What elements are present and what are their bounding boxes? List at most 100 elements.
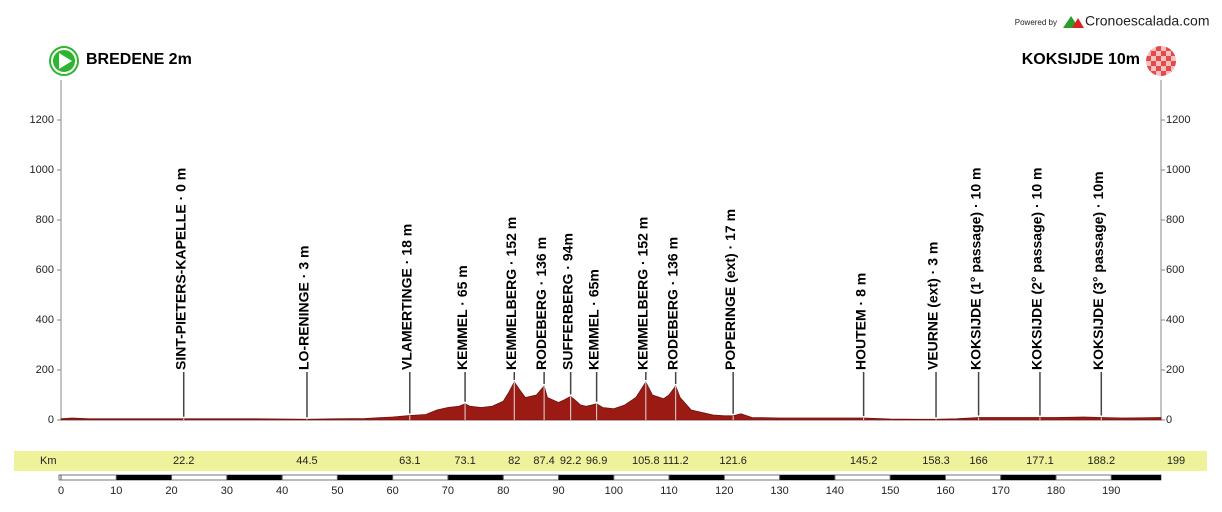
x-tick-label: 0	[58, 485, 64, 497]
checker-cell	[1151, 56, 1156, 61]
checker-cell	[1151, 51, 1156, 56]
waypoint-label: KEMMEL · 65 m	[454, 265, 470, 370]
powered-by: Powered by	[1015, 18, 1057, 27]
waypoint-label: LO-RENINGE · 3 m	[296, 246, 312, 370]
scale-segment	[779, 475, 835, 480]
x-tick-label: 170	[992, 485, 1010, 497]
checker-cell	[1146, 46, 1151, 51]
checker-cell	[1156, 61, 1161, 66]
x-tick-label: 180	[1047, 485, 1065, 497]
y-tick-label: 600	[1166, 264, 1184, 276]
scale-segment	[226, 475, 283, 480]
km-value: 166	[969, 455, 987, 467]
checker-cell	[1161, 61, 1166, 66]
checker-cell	[1161, 56, 1166, 61]
y-tick-label: 1000	[1166, 164, 1190, 176]
km-label: Km	[40, 455, 57, 467]
waypoint-label: SINT-PIETERS-KAPELLE · 0 m	[172, 168, 188, 370]
waypoint-label: HOUTEM · 8 m	[852, 273, 868, 370]
km-value: 44.5	[296, 455, 317, 467]
waypoint-label: KOKSIJDE (3° passage) · 10m	[1090, 171, 1106, 370]
checker-cell	[1161, 46, 1166, 51]
x-tick-label: 50	[331, 485, 343, 497]
checker-cell	[1161, 71, 1166, 76]
scale-segment	[890, 475, 946, 480]
checker-cell	[1171, 51, 1176, 56]
km-value: 177.1	[1026, 455, 1054, 467]
checker-cell	[1166, 71, 1171, 76]
km-value: 82	[508, 455, 520, 467]
x-tick-label: 80	[497, 485, 509, 497]
checker-cell	[1151, 66, 1156, 71]
x-tick-label: 110	[660, 485, 678, 497]
y-tick-label: 1200	[30, 114, 54, 126]
y-tick-label: 1200	[1166, 114, 1190, 126]
waypoint-label: RODEBERG · 136 m	[664, 237, 680, 370]
x-tick-label: 30	[221, 485, 233, 497]
y-tick-label: 0	[48, 414, 54, 426]
start-icon	[49, 46, 79, 76]
x-tick-label: 40	[276, 485, 288, 497]
y-tick-label: 0	[1166, 414, 1172, 426]
x-tick-label: 140	[826, 485, 844, 497]
x-tick-label: 160	[936, 485, 954, 497]
km-value: 158.3	[922, 455, 950, 467]
km-value: 92.2	[560, 455, 581, 467]
checker-cell	[1166, 66, 1171, 71]
km-value: 105.8	[632, 455, 660, 467]
waypoint-label: KOKSIJDE (1° passage) · 10 m	[967, 168, 983, 370]
x-tick-label: 150	[881, 485, 899, 497]
x-tick-label: 100	[605, 485, 623, 497]
y-tick-label: 800	[36, 214, 54, 226]
km-value: 199	[1167, 455, 1185, 467]
x-tick-label: 190	[1102, 485, 1120, 497]
waypoint-label: KEMMELBERG · 152 m	[503, 217, 519, 370]
checker-cell	[1146, 61, 1151, 66]
checker-cell	[1151, 71, 1156, 76]
finish-label: KOKSIJDE 10m	[1022, 51, 1140, 68]
km-value: 87.4	[533, 455, 554, 467]
finish-icon	[1146, 46, 1176, 76]
y-tick-label: 800	[1166, 214, 1184, 226]
scale-segment	[669, 475, 725, 480]
checker-cell	[1146, 51, 1151, 56]
y-tick-label: 600	[36, 264, 54, 276]
checker-cell	[1171, 46, 1176, 51]
waypoint-label: KOKSIJDE (2° passage) · 10 m	[1029, 168, 1045, 370]
checker-cell	[1156, 56, 1161, 61]
scale-segment	[337, 475, 393, 480]
km-value: 22.2	[173, 455, 194, 467]
y-tick-label: 200	[1166, 364, 1184, 376]
km-value: 73.1	[454, 455, 475, 467]
checker-cell	[1146, 71, 1151, 76]
checker-cell	[1166, 46, 1171, 51]
checker-cell	[1161, 51, 1166, 56]
waypoint-label: VEURNE (ext) · 3 m	[925, 242, 941, 370]
km-value: 63.1	[399, 455, 420, 467]
x-tick-label: 70	[442, 485, 454, 497]
start-label: BREDENE 2m	[86, 51, 192, 68]
checker-cell	[1156, 51, 1161, 56]
x-tick-label: 120	[715, 485, 733, 497]
waypoint-label: SUFFERBERG · 94m	[559, 233, 575, 370]
checker-cell	[1151, 61, 1156, 66]
checker-cell	[1146, 66, 1151, 71]
x-tick-label: 10	[110, 485, 122, 497]
checker-cell	[1171, 66, 1176, 71]
x-tick-label: 130	[770, 485, 788, 497]
elevation-area	[60, 381, 1162, 421]
checker-cell	[1166, 51, 1171, 56]
scale-segment	[1111, 475, 1161, 480]
checker-cell	[1166, 56, 1171, 61]
x-tick-label: 20	[165, 485, 177, 497]
waypoint-label: RODEBERG · 136 m	[533, 237, 549, 370]
y-tick-label: 400	[36, 314, 54, 326]
checker-cell	[1171, 71, 1176, 76]
km-band	[14, 451, 1207, 471]
scale-segment	[558, 475, 614, 480]
km-value: 145.2	[850, 455, 878, 467]
checker-cell	[1156, 66, 1161, 71]
checker-cell	[1161, 66, 1166, 71]
km-value: 121.6	[719, 455, 747, 467]
